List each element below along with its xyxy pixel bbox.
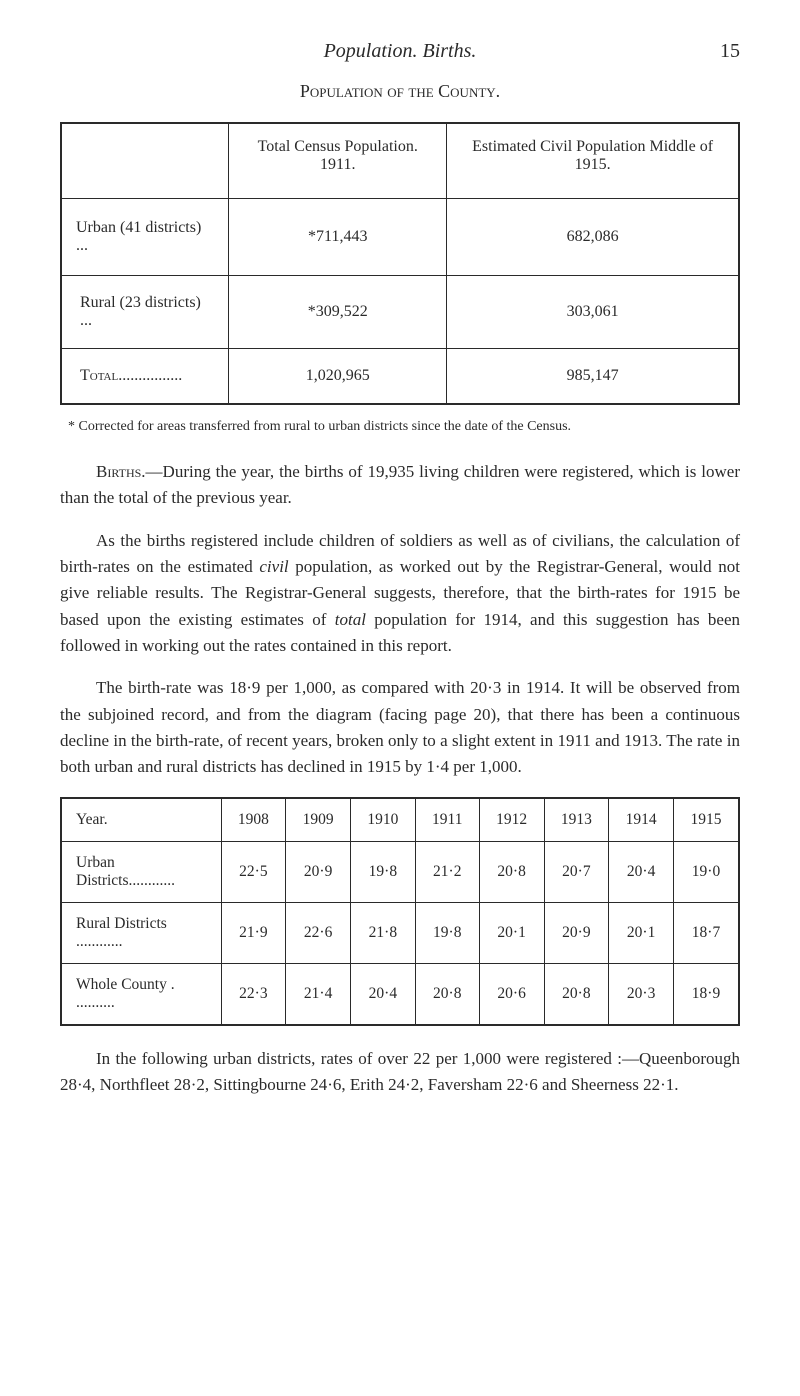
row-value: 20·1 xyxy=(479,902,544,963)
year-col: 1909 xyxy=(286,798,351,842)
year-col: 1913 xyxy=(544,798,609,842)
row-value: 21·8 xyxy=(351,902,416,963)
p2-civil-italic: civil xyxy=(259,557,288,576)
table-header-estimated: Estimated Civil Population Middle of 191… xyxy=(447,123,739,199)
table-row: Rural (23 districts) ... *309,522 303,06… xyxy=(61,276,739,349)
p2-total-italic: total xyxy=(335,610,366,629)
section-subtitle: Population of the County. xyxy=(60,81,740,102)
row-value: 22·6 xyxy=(286,902,351,963)
year-col: 1912 xyxy=(479,798,544,842)
row-value: 19·0 xyxy=(674,841,740,902)
row-value: 1,020,965 xyxy=(229,349,447,405)
row-value: 20·4 xyxy=(609,841,674,902)
row-value: *711,443 xyxy=(229,199,447,276)
row-value: *309,522 xyxy=(229,276,447,349)
row-value: 21·4 xyxy=(286,963,351,1025)
row-value: 20·9 xyxy=(544,902,609,963)
row-label-urban-districts: Urban Districts............ xyxy=(61,841,221,902)
row-value: 22·5 xyxy=(221,841,286,902)
table-header-row: Total Census Population. 1911. Estimated… xyxy=(61,123,739,199)
table-total-row: Total................ 1,020,965 985,147 xyxy=(61,349,739,405)
row-value: 985,147 xyxy=(447,349,739,405)
row-label-rural-districts: Rural Districts ............ xyxy=(61,902,221,963)
row-label-total: Total................ xyxy=(61,349,229,405)
row-value: 19·8 xyxy=(415,902,479,963)
row-value: 20·9 xyxy=(286,841,351,902)
total-label-text: Total................ xyxy=(80,367,182,384)
page-number: 15 xyxy=(700,40,740,63)
table-row: Rural Districts ............ 21·9 22·6 2… xyxy=(61,902,739,963)
births-label: Births xyxy=(96,462,141,481)
row-value: 20·8 xyxy=(479,841,544,902)
row-value: 20·7 xyxy=(544,841,609,902)
population-table: Total Census Population. 1911. Estimated… xyxy=(60,122,740,405)
paragraph-births: Births.—During the year, the births of 1… xyxy=(60,459,740,512)
row-value: 20·1 xyxy=(609,902,674,963)
row-value: 20·6 xyxy=(479,963,544,1025)
table-header-empty xyxy=(61,123,229,199)
row-value: 20·8 xyxy=(544,963,609,1025)
row-label-rural: Rural (23 districts) ... xyxy=(61,276,229,349)
year-col: 1914 xyxy=(609,798,674,842)
row-value: 682,086 xyxy=(447,199,739,276)
table-row: Urban (41 districts) ... *711,443 682,08… xyxy=(61,199,739,276)
row-value: 20·8 xyxy=(415,963,479,1025)
paragraph-districts: In the following urban districts, rates … xyxy=(60,1046,740,1099)
row-value: 303,061 xyxy=(447,276,739,349)
year-col: 1910 xyxy=(351,798,416,842)
row-value: 20·3 xyxy=(609,963,674,1025)
page-title: Population. Births. xyxy=(100,40,700,63)
row-value: 22·3 xyxy=(221,963,286,1025)
birthrate-table: Year. 1908 1909 1910 1911 1912 1913 1914… xyxy=(60,797,740,1026)
row-label-urban: Urban (41 districts) ... xyxy=(61,199,229,276)
row-value: 18·9 xyxy=(674,963,740,1025)
table-header-census: Total Census Population. 1911. xyxy=(229,123,447,199)
table-header-row: Year. 1908 1909 1910 1911 1912 1913 1914… xyxy=(61,798,739,842)
table-total-row: Whole County . .......... 22·3 21·4 20·4… xyxy=(61,963,739,1025)
year-col: 1908 xyxy=(221,798,286,842)
table-footnote: * Corrected for areas transferred from r… xyxy=(60,419,740,435)
p1-text: .—During the year, the births of 19,935 … xyxy=(60,462,740,507)
paragraph-methodology: As the births registered include childre… xyxy=(60,528,740,660)
paragraph-birthrate: The birth-rate was 18·9 per 1,000, as co… xyxy=(60,675,740,780)
row-value: 20·4 xyxy=(351,963,416,1025)
row-label-whole-county: Whole County . .......... xyxy=(61,963,221,1025)
year-header: Year. xyxy=(61,798,221,842)
row-value: 21·9 xyxy=(221,902,286,963)
row-value: 21·2 xyxy=(415,841,479,902)
table-row: Urban Districts............ 22·5 20·9 19… xyxy=(61,841,739,902)
row-value: 18·7 xyxy=(674,902,740,963)
row-value: 19·8 xyxy=(351,841,416,902)
year-col: 1915 xyxy=(674,798,740,842)
year-col: 1911 xyxy=(415,798,479,842)
